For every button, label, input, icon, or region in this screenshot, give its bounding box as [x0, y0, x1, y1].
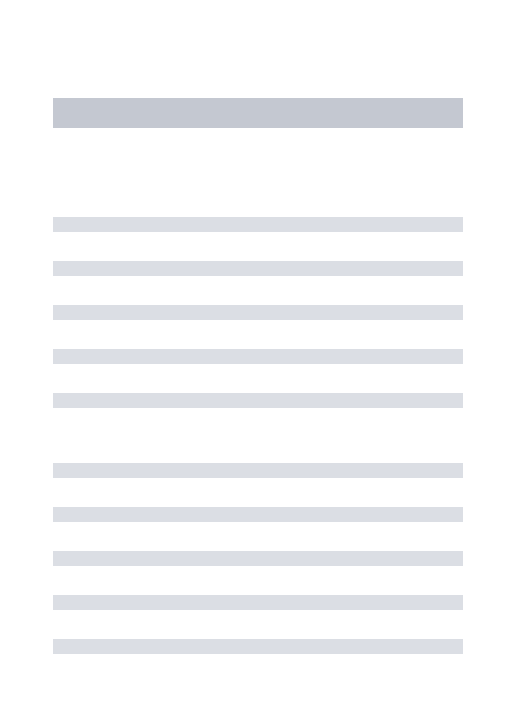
text-line-placeholder: [53, 305, 463, 320]
text-line-placeholder: [53, 507, 463, 522]
text-line-placeholder: [53, 551, 463, 566]
skeleton-page: [0, 0, 516, 713]
text-line-placeholder: [53, 349, 463, 364]
text-line-placeholder: [53, 261, 463, 276]
text-line-placeholder: [53, 393, 463, 408]
text-line-placeholder: [53, 595, 463, 610]
text-line-placeholder: [53, 463, 463, 478]
text-line-placeholder: [53, 639, 463, 654]
title-placeholder: [53, 98, 463, 128]
text-line-placeholder: [53, 217, 463, 232]
